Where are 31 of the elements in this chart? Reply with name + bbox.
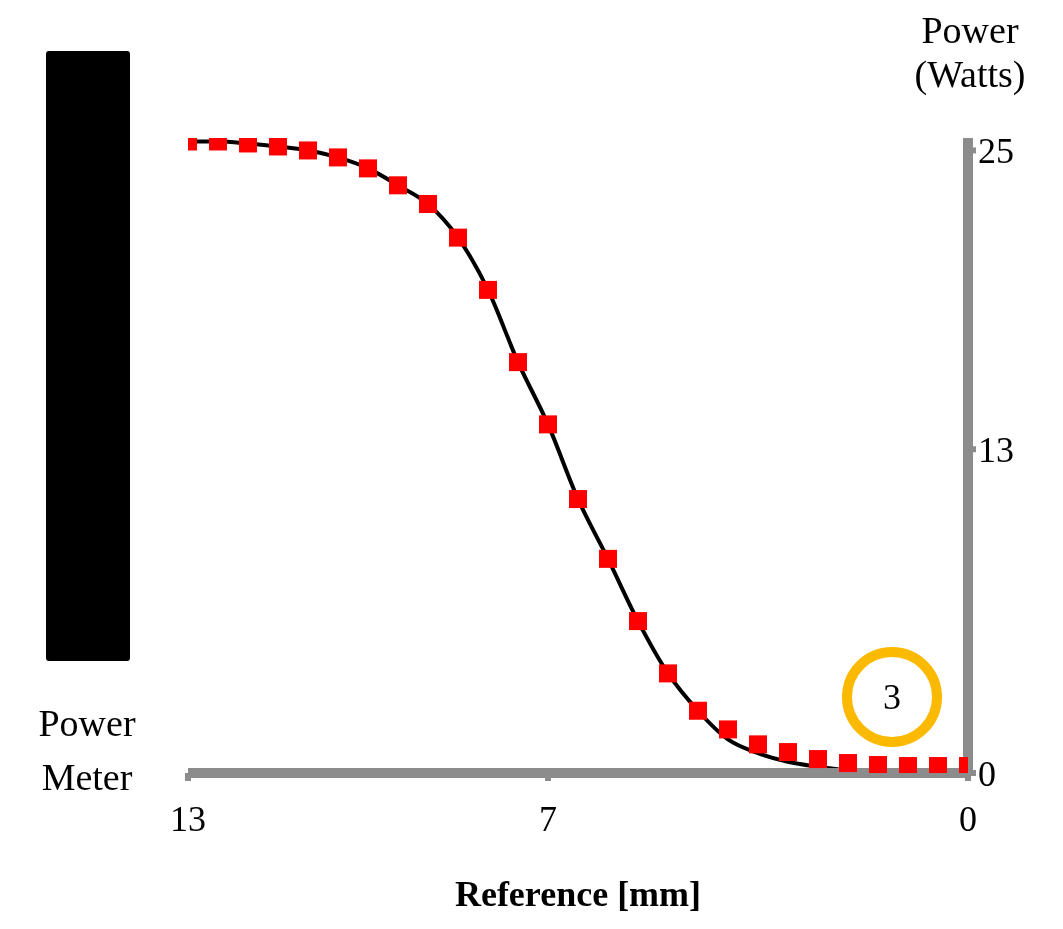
point bbox=[749, 735, 767, 754]
point bbox=[719, 720, 737, 739]
point bbox=[359, 159, 377, 178]
point bbox=[329, 148, 347, 167]
point bbox=[929, 757, 947, 773]
point bbox=[539, 415, 557, 434]
point bbox=[509, 353, 527, 372]
text: Power Meter bbox=[37, 701, 137, 800]
point bbox=[569, 490, 587, 509]
point bbox=[779, 743, 797, 762]
point bbox=[629, 612, 647, 631]
point bbox=[899, 757, 917, 773]
y-tick-label: 0 bbox=[978, 753, 996, 794]
point bbox=[599, 549, 617, 568]
point bbox=[689, 701, 707, 720]
point bbox=[869, 756, 887, 773]
x-tick-label: 13 bbox=[170, 798, 206, 839]
point bbox=[479, 280, 497, 299]
x-axis-title: Reference [mm] bbox=[454, 874, 702, 914]
point bbox=[659, 664, 677, 683]
y-tick-label: 25 bbox=[978, 131, 1014, 172]
point bbox=[809, 750, 827, 769]
y-axis-title: Power (Watts) bbox=[913, 8, 1027, 96]
point bbox=[299, 141, 317, 160]
x-tick-label: 7 bbox=[539, 798, 557, 839]
point bbox=[389, 176, 407, 195]
y-tick-label: 13 bbox=[978, 430, 1014, 471]
point bbox=[269, 138, 287, 156]
point bbox=[449, 228, 467, 247]
point bbox=[419, 194, 437, 213]
point bbox=[839, 754, 857, 773]
